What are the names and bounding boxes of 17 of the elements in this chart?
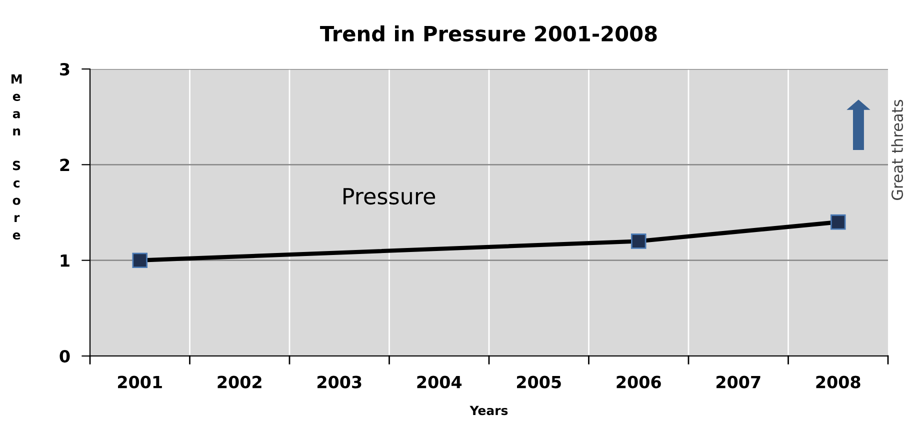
text: Great threats xyxy=(891,100,904,200)
chart-title: Trend in Pressure 2001-2008 xyxy=(320,25,657,42)
x-tick-label: 2002 xyxy=(218,376,262,388)
x-tick-label: 2007 xyxy=(716,376,760,388)
x-tick-label: 2004 xyxy=(417,376,462,388)
y-tick-label: 0 xyxy=(60,350,70,363)
x-axis-title: Years xyxy=(470,406,508,416)
x-tick-label: 2005 xyxy=(517,376,561,388)
x-tick-label: 2003 xyxy=(318,376,362,388)
series-label: Pressure xyxy=(344,188,436,205)
x-tick-label: 2008 xyxy=(816,376,860,388)
y-tick-label: 2 xyxy=(60,158,70,171)
y-tick-label: 3 xyxy=(60,62,70,76)
y-tick-label: 1 xyxy=(60,254,70,267)
x-tick-label: 2006 xyxy=(616,376,661,388)
text: Mean Score xyxy=(12,74,22,240)
x-tick-label: 2001 xyxy=(118,376,162,388)
